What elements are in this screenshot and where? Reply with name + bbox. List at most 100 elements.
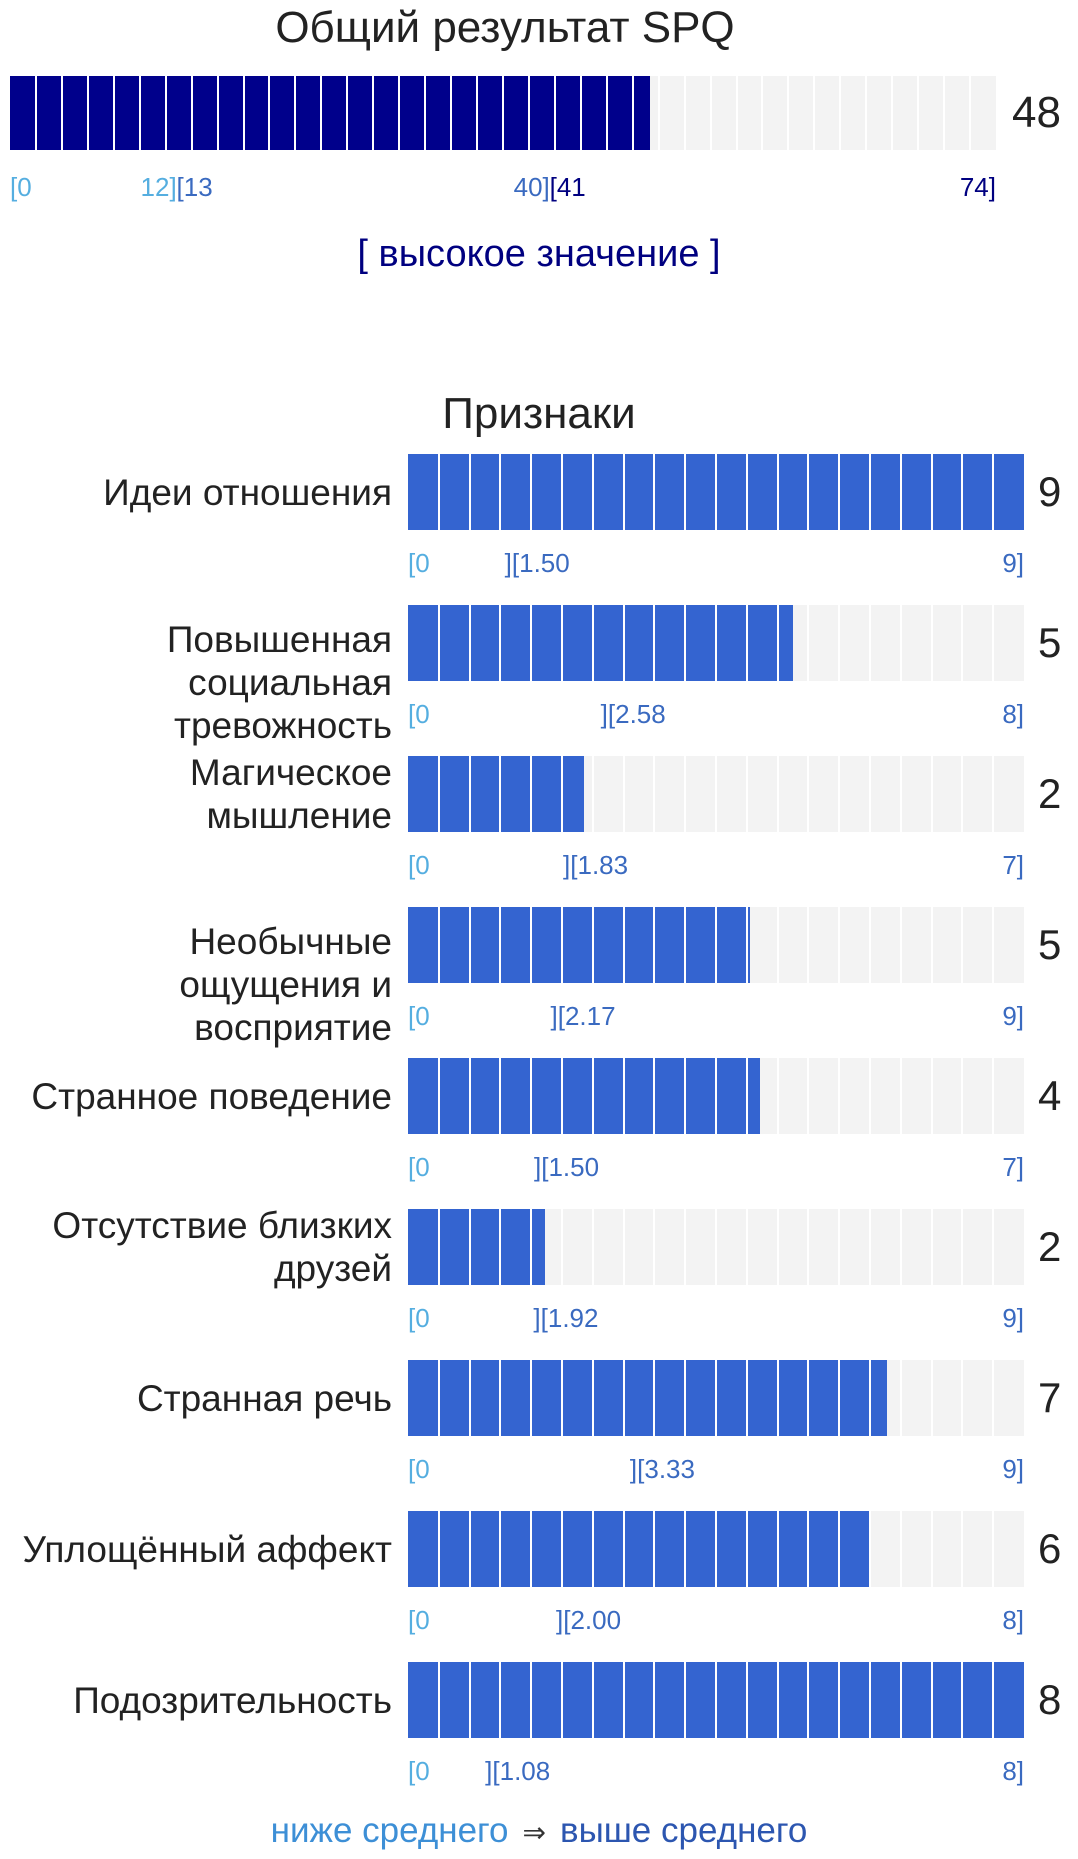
bar-segment-divider xyxy=(961,907,964,983)
trait-score-value: 5 xyxy=(1038,619,1062,666)
bar-segment-divider xyxy=(622,756,625,832)
bar-segment-divider xyxy=(943,76,946,150)
bar-segment-divider xyxy=(838,605,841,681)
total-range-start: [0 xyxy=(10,172,32,202)
trait-range-end: 8] xyxy=(1002,699,1024,729)
trait-range-start: [0 xyxy=(408,1756,430,1786)
trait-score-value: 8 xyxy=(1038,1676,1062,1723)
trait-score-bar xyxy=(408,454,1024,530)
bar-segment-divider xyxy=(899,907,902,983)
bar-segment-divider xyxy=(961,756,964,832)
trait-score-value: 9 xyxy=(1038,468,1062,515)
bar-segment-divider xyxy=(776,907,779,983)
trait-range-start: [0 xyxy=(408,850,430,880)
trait-score-fill xyxy=(408,907,751,983)
bar-segment-divider xyxy=(961,605,964,681)
bar-segment-divider xyxy=(899,1511,902,1587)
trait-range-end: 9] xyxy=(1002,1001,1024,1031)
trait-range-start: [0 xyxy=(408,1303,430,1333)
trait-score-fill xyxy=(408,756,584,832)
bar-segment-divider xyxy=(869,1209,871,1285)
bar-segment-divider xyxy=(653,756,656,832)
bar-segment-divider xyxy=(715,1209,717,1285)
trait-range-threshold: ][3.33 xyxy=(629,1454,695,1484)
bar-segment-divider xyxy=(653,1209,656,1285)
bar-segment-divider xyxy=(899,1360,902,1436)
trait-range-start: [0 xyxy=(408,699,430,729)
bar-segment-divider xyxy=(807,907,810,983)
trait-label: Магическое мышление xyxy=(189,752,392,836)
trait-label: Идеи отношения xyxy=(103,471,392,513)
bar-segment-divider xyxy=(865,76,868,150)
bar-segment-divider xyxy=(930,1209,933,1285)
bar-segment-divider xyxy=(807,1209,810,1285)
bar-segment-divider xyxy=(930,605,933,681)
bar-segment-divider xyxy=(776,1058,779,1134)
trait-score-bar xyxy=(408,1360,1024,1436)
trait-label: Странная речь xyxy=(136,1377,392,1419)
bar-segment-divider xyxy=(684,756,687,832)
trait-range-end: 8] xyxy=(1002,1756,1024,1786)
bar-segment-divider xyxy=(992,756,995,832)
trait-score-bar xyxy=(408,1511,1024,1587)
trait-score-fill xyxy=(408,1209,545,1285)
bar-segment-divider xyxy=(838,1058,841,1134)
trait-label: Повышенная социальная тревожность xyxy=(166,618,392,746)
trait-range-threshold: ][1.08 xyxy=(485,1756,551,1786)
bar-segment-divider xyxy=(657,76,660,150)
bar-segment-divider xyxy=(787,76,790,150)
trait-range-threshold: ][1.92 xyxy=(533,1303,599,1333)
trait-score-fill xyxy=(408,1058,760,1134)
total-verdict: [ высокое значение ] xyxy=(357,233,721,275)
bar-segment-divider xyxy=(899,1209,902,1285)
bar-segment-divider xyxy=(683,76,686,150)
bar-segment-divider xyxy=(992,1058,995,1134)
bar-segment-divider xyxy=(735,76,738,150)
legend-arrow-icon: ⇒ xyxy=(522,1817,546,1848)
trait-range-threshold: ][1.50 xyxy=(534,1152,600,1182)
bar-segment-divider xyxy=(969,76,972,150)
trait-label: Подозрительность xyxy=(73,1679,392,1721)
trait-label: Отсутствие близких друзей xyxy=(52,1205,392,1289)
legend-below-average: ниже среднего xyxy=(270,1811,509,1850)
total-range-low-end: 12] xyxy=(140,172,177,202)
trait-label: Странное поведение xyxy=(31,1075,392,1117)
total-range-mid-start: [13 xyxy=(176,172,213,202)
total-score-value: 48 xyxy=(1012,88,1061,137)
bar-segment-divider xyxy=(869,605,871,681)
bar-segment-divider xyxy=(684,1209,687,1285)
trait-score-value: 2 xyxy=(1038,770,1062,817)
trait-range-start: [0 xyxy=(408,548,430,578)
trait-range-end: 9] xyxy=(1002,1454,1024,1484)
bar-segment-divider xyxy=(745,756,748,832)
bar-segment-divider xyxy=(917,76,920,150)
bar-segment-divider xyxy=(961,1511,964,1587)
bar-segment-divider xyxy=(992,1360,995,1436)
bar-segment-divider xyxy=(930,1058,933,1134)
bar-segment-divider xyxy=(930,756,933,832)
bar-segment-divider xyxy=(622,1209,625,1285)
trait-range-threshold: ][1.83 xyxy=(563,850,629,880)
trait-range-start: [0 xyxy=(408,1001,430,1031)
trait-range-start: [0 xyxy=(408,1454,430,1484)
trait-score-fill xyxy=(408,1511,870,1587)
bar-segment-divider xyxy=(839,76,842,150)
total-score-title: Общий результат SPQ xyxy=(275,3,735,52)
trait-score-value: 4 xyxy=(1038,1072,1062,1119)
bar-segment-divider xyxy=(807,756,810,832)
traits-section-title: Признаки xyxy=(442,389,636,438)
trait-range-threshold: ][2.17 xyxy=(550,1001,616,1031)
trait-range-threshold: ][2.58 xyxy=(600,699,666,729)
trait-score-fill xyxy=(408,454,1024,530)
trait-range-start: [0 xyxy=(408,1605,430,1635)
trait-score-fill xyxy=(408,605,793,681)
trait-range-end: 9] xyxy=(1002,548,1024,578)
trait-score-value: 6 xyxy=(1038,1525,1062,1572)
bar-segment-divider xyxy=(807,605,810,681)
trait-score-bar xyxy=(408,605,1024,681)
bar-segment-divider xyxy=(591,756,594,832)
bar-segment-divider xyxy=(838,1209,841,1285)
bar-segment-divider xyxy=(709,76,712,150)
bar-segment-divider xyxy=(869,756,871,832)
bar-segment-divider xyxy=(591,1209,594,1285)
